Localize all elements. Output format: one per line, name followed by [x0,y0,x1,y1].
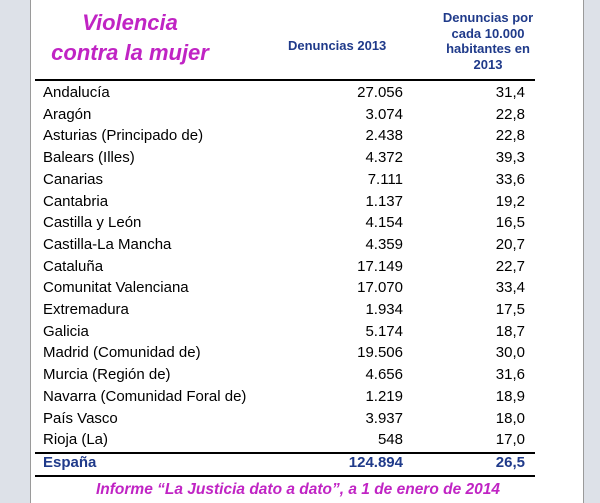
col3-line-2: cada 10.000 [451,25,525,41]
tasa-value: 33,6 [495,170,525,188]
tasa-value: 39,3 [495,149,525,167]
denuncias-value: 548 [377,431,403,449]
table-row: Madrid (Comunidad de) 19.506 30,0 [35,342,535,364]
denuncias-value: 3.937 [365,409,403,427]
denuncias-value: 17.149 [357,257,403,275]
title-line-1: Violencia [82,10,178,35]
region-name: Galicia [43,322,89,340]
region-name: Castilla y León [43,214,142,232]
table-row: Navarra (Comunidad Foral de) 1.219 18,9 [35,386,535,408]
tasa-value: 31,4 [495,84,525,101]
tasa-value: 22,8 [495,105,525,123]
denuncias-value: 7.111 [367,170,403,188]
col3-line-1: Denuncias por [442,10,534,25]
table-row: Castilla-La Mancha 4.359 20,7 [35,234,535,256]
header-divider [35,79,535,81]
column-header-tasa: Denuncias por cada 10.000 habitantes en … [424,10,552,72]
table-row: Cataluña 17.149 22,7 [35,256,535,278]
tasa-value: 18,9 [495,387,525,405]
denuncias-value: 5.174 [365,322,403,340]
region-name: Aragón [43,105,92,123]
region-name: Navarra (Comunidad Foral de) [43,387,247,405]
denuncias-value: 4.359 [365,235,403,253]
table-row: Comunitat Valenciana 17.070 33,4 [35,277,535,299]
tasa-value: 17,5 [495,301,525,318]
total-tasa: 26,5 [495,454,525,471]
tasa-value: 30,0 [495,344,525,362]
region-name: Castilla-La Mancha [43,235,172,253]
tasa-value: 31,6 [495,366,525,384]
region-name: Balears (Illes) [43,149,135,167]
col3-line-3: habitantes en [446,41,530,56]
table-row: Galicia 5.174 18,7 [35,321,535,343]
tasa-value: 33,4 [495,279,525,297]
denuncias-value: 17.070 [357,279,403,297]
total-denuncias: 124.894 [348,454,403,471]
region-name: Extremadura [43,301,129,318]
denuncias-value: 27.056 [357,84,403,101]
denuncias-value: 1.219 [365,387,403,405]
table-row: Asturias (Principado de) 2.438 22,8 [35,125,535,147]
denuncias-value: 1.137 [365,192,403,210]
tasa-value: 19,2 [495,192,525,210]
table-title: Violencia contra la mujer [35,8,225,68]
denuncias-value: 2.438 [365,127,403,145]
total-row: España 124.894 26,5 [35,452,535,474]
region-name: Asturias (Principado de) [43,127,204,145]
table-row: Castilla y León 4.154 16,5 [35,212,535,234]
source-footer: Informe “La Justicia dato a dato”, a 1 d… [96,481,500,498]
document-page [30,0,584,503]
denuncias-value: 1.934 [365,301,403,318]
tasa-value: 22,8 [495,127,525,145]
table-row: Rioja (La) 548 17,0 [35,429,535,451]
table-row: Balears (Illes) 4.372 39,3 [35,147,535,169]
tasa-value: 22,7 [495,257,525,275]
denuncias-value: 3.074 [365,105,403,123]
denuncias-value: 4.656 [365,366,403,384]
region-name: Comunitat Valenciana [43,279,189,297]
tasa-value: 16,5 [495,214,525,232]
table-row: Aragón 3.074 22,8 [35,104,535,126]
denuncias-value: 4.154 [365,214,403,232]
table-row: Murcia (Región de) 4.656 31,6 [35,364,535,386]
region-name: País Vasco [43,409,118,427]
table-row: Andalucía 27.056 31,4 [35,82,535,104]
region-name: Cataluña [43,257,104,275]
table-row: Extremadura 1.934 17,5 [35,299,535,321]
total-divider-bottom [35,475,535,477]
total-name: España [43,454,97,471]
tasa-value: 20,7 [495,235,525,253]
table-row: Canarias 7.111 33,6 [35,169,535,191]
tasa-value: 18,7 [495,322,525,340]
table-row: Cantabria 1.137 19,2 [35,191,535,213]
region-name: Canarias [43,170,104,188]
tasa-value: 17,0 [495,431,525,449]
denuncias-value: 4.372 [365,149,403,167]
total-divider-top [35,452,535,454]
column-header-denuncias: Denuncias 2013 [288,38,387,53]
region-name: Andalucía [43,84,110,101]
region-name: Murcia (Región de) [43,366,171,384]
region-name: Rioja (La) [43,431,109,449]
col3-line-4: 2013 [473,56,503,72]
title-line-2: contra la mujer [51,40,209,65]
region-name: Cantabria [43,192,109,210]
table-row: País Vasco 3.937 18,0 [35,408,535,430]
region-name: Madrid (Comunidad de) [43,344,201,362]
tasa-value: 18,0 [495,409,525,427]
denuncias-value: 19.506 [357,344,403,362]
